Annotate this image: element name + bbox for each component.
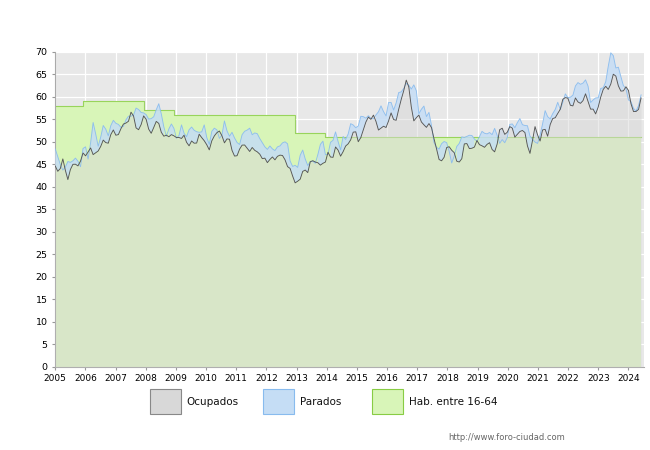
Bar [263, 389, 294, 414]
Text: Hab. entre 16-64: Hab. entre 16-64 [409, 396, 497, 407]
Text: Ocupados: Ocupados [187, 396, 239, 407]
Bar [372, 389, 403, 414]
Text: Parados: Parados [300, 396, 341, 407]
Bar [150, 389, 181, 414]
Text: Cabanabona - Evolucion de la poblacion en edad de Trabajar Mayo de 2024: Cabanabona - Evolucion de la poblacion e… [88, 17, 562, 30]
Text: http://www.foro-ciudad.com: http://www.foro-ciudad.com [448, 433, 566, 442]
